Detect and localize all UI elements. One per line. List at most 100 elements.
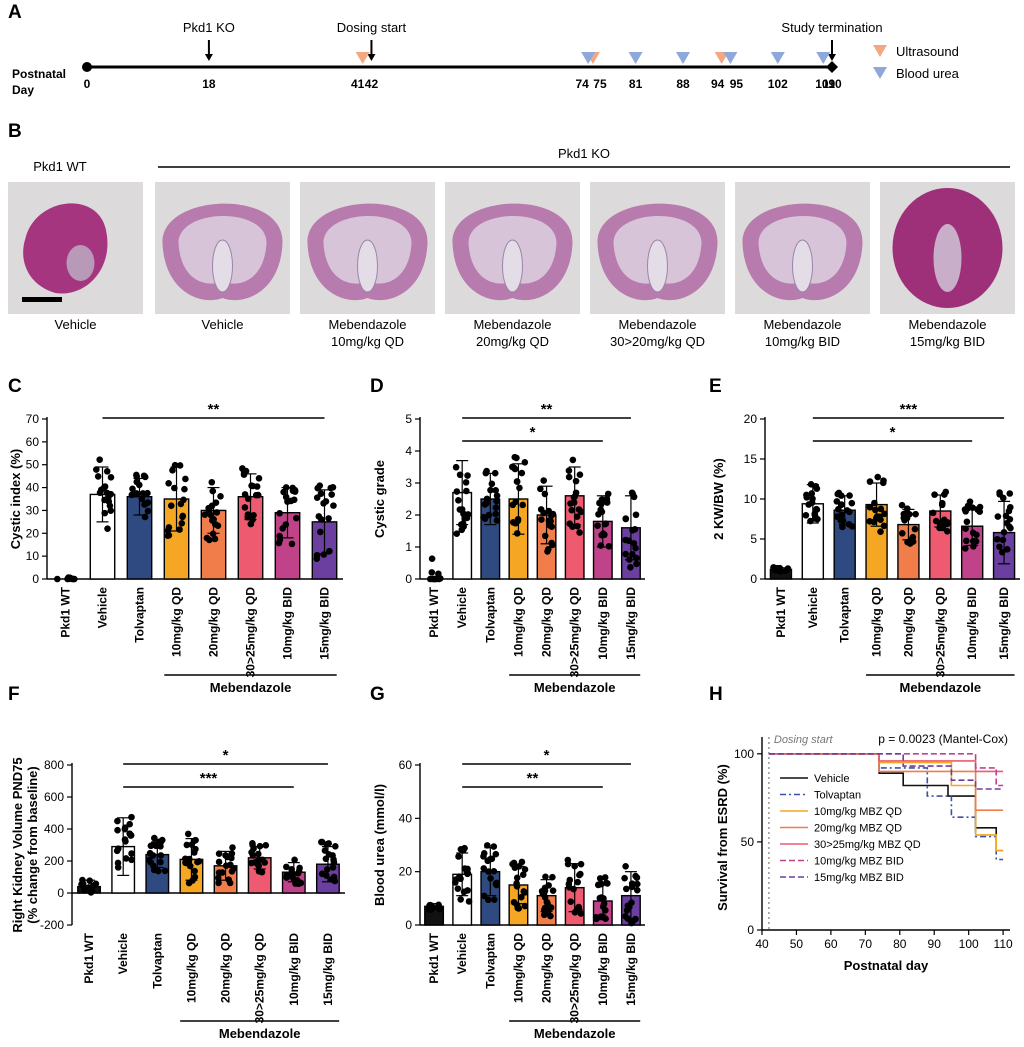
data-point [457,521,465,528]
data-point [493,492,501,500]
data-point [898,501,906,509]
y-tick-label: 20 [26,526,40,540]
data-point [435,570,442,578]
survival-legend-label: Tolvaptan [814,790,861,802]
data-point [866,503,874,511]
data-point [568,506,576,514]
data-point [464,870,471,878]
data-point [122,838,129,845]
survival-curve [768,753,1004,790]
data-point [126,830,133,837]
timeline-event-day: 110 [822,77,842,91]
data-point [157,858,164,866]
x-tick-label: Tolvaptan [483,587,497,643]
data-point [165,480,172,487]
group-label: Mebendazole [219,1026,301,1041]
data-point [252,491,260,499]
data-point [155,838,163,846]
histology-panel: Pkd1 WT Pkd1 KO Vehicle Vehicle Mebendazol… [8,146,1015,349]
y-tick-label: 0 [405,918,412,932]
survival-chart: 40 50 60 70 80 90 100 110 0 50 100 Postnatal day Sur… [715,732,1013,973]
x-tick-label: 20mg/kg QD [207,587,221,657]
x-tick-label: Vehicle [116,933,130,975]
legend-blood-urea-marker [873,67,887,79]
data-point [323,841,331,848]
data-point [572,477,580,485]
data-point [227,861,234,869]
data-point [106,502,114,510]
bar-chart-e: 0 5 10 15 20 2 KW/BW (%) Pkd1 WT Vehicle Tolvapt… [711,401,1020,695]
data-point [518,893,525,901]
data-point [597,542,605,549]
data-point [487,486,494,494]
data-point [911,525,919,533]
data-point [141,513,149,521]
data-point [206,536,213,544]
data-point [833,498,841,505]
data-point [101,509,109,517]
x-tick-label: Pkd1 WT [774,586,788,637]
data-point [629,490,637,498]
data-point [803,491,810,499]
data-point [213,509,221,516]
data-point [970,543,977,550]
data-point [576,529,583,536]
legend-blood-urea-label: Blood urea [896,66,960,81]
data-point [462,479,470,486]
data-point [483,842,491,849]
timeline-tick-label: 109 [815,77,835,91]
x-tick-label: 30>25mg/kg QD [244,587,258,678]
data-point [601,520,609,528]
data-point [513,454,520,462]
data-point [201,511,209,519]
timeline-row-label-2: Day [12,83,34,97]
data-point [133,473,141,480]
y-tick-label: 50 [26,458,40,472]
data-point [191,867,198,875]
data-point [622,550,629,558]
data-point [183,841,191,849]
data-point [972,538,980,545]
data-point [171,461,179,469]
data-point [564,856,572,864]
data-point [249,840,256,847]
x-tick-label: 15mg/kg BID [318,587,332,660]
data-point [219,869,226,876]
data-point [628,919,635,927]
data-point [898,529,906,537]
histology-caption: Mebendazole [618,317,696,332]
significance-label: *** [900,401,918,418]
data-point [993,535,1001,543]
data-point [545,882,552,889]
data-point [81,885,88,893]
data-point [833,513,841,520]
data-point [877,528,884,535]
y-tick-label: 0 [405,572,412,586]
data-point [487,875,494,882]
data-point [103,489,111,497]
data-point [565,473,573,481]
data-point [297,879,305,887]
timeline-tick-label: 94 [711,77,725,91]
data-point [96,456,103,463]
data-point [165,532,173,539]
data-point [480,850,488,857]
data-point [215,850,223,857]
y-tick-label: 15 [744,452,758,466]
data-point [240,468,248,475]
data-point [141,473,149,481]
x-tick-label: 10mg/kg QD [511,587,525,657]
survival-y-tick-label: 100 [734,747,754,761]
data-point [518,469,526,477]
survival-x-tick-label: 60 [824,937,838,951]
data-point [515,863,523,870]
kidney-pelvis [212,239,233,293]
data-point [594,881,602,889]
data-point [492,850,500,858]
bar-chart-g: 0 20 40 60 Blood urea (mmol/l) Pkd1 WT Vehicle… [372,747,645,1041]
data-point [215,879,222,887]
data-point [155,867,162,875]
data-point [514,516,522,523]
data-point [873,513,881,520]
data-point [256,842,264,850]
